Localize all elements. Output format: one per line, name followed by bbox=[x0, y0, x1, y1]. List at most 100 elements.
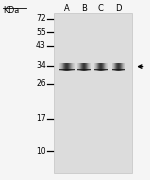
Bar bbox=[94, 69, 108, 70]
Bar bbox=[100, 63, 101, 71]
Bar bbox=[112, 69, 125, 70]
Bar bbox=[80, 63, 81, 71]
Bar bbox=[112, 69, 125, 70]
Bar bbox=[89, 63, 90, 71]
Bar bbox=[105, 63, 106, 71]
Bar bbox=[77, 69, 91, 70]
Bar bbox=[112, 69, 125, 70]
Bar bbox=[94, 63, 95, 71]
Bar bbox=[77, 70, 91, 71]
Bar bbox=[78, 63, 79, 71]
Bar bbox=[79, 63, 80, 71]
Text: 72: 72 bbox=[36, 14, 46, 23]
Bar bbox=[70, 63, 71, 71]
Text: 34: 34 bbox=[36, 61, 46, 70]
Text: 17: 17 bbox=[36, 114, 46, 123]
Bar bbox=[59, 69, 75, 70]
Bar bbox=[73, 63, 74, 71]
Bar bbox=[77, 69, 91, 70]
Bar bbox=[77, 63, 78, 71]
Bar bbox=[59, 69, 75, 70]
Bar bbox=[112, 69, 125, 70]
Bar bbox=[82, 63, 83, 71]
Bar bbox=[97, 63, 98, 71]
Bar bbox=[68, 63, 69, 71]
Bar bbox=[59, 70, 75, 71]
Bar bbox=[94, 69, 108, 70]
Bar bbox=[90, 63, 91, 71]
Bar bbox=[112, 70, 125, 71]
Text: 43: 43 bbox=[36, 41, 46, 50]
Bar bbox=[77, 69, 91, 70]
Bar bbox=[96, 63, 97, 71]
Bar bbox=[59, 69, 75, 70]
Bar bbox=[102, 63, 103, 71]
Bar bbox=[113, 63, 114, 71]
Bar bbox=[84, 63, 85, 71]
Bar bbox=[59, 70, 75, 71]
Bar bbox=[99, 63, 100, 71]
Bar bbox=[124, 63, 125, 71]
Bar bbox=[94, 69, 108, 70]
Bar bbox=[112, 63, 113, 71]
Bar bbox=[67, 63, 68, 71]
Bar bbox=[123, 63, 124, 71]
Bar bbox=[77, 69, 91, 70]
Bar bbox=[59, 69, 75, 70]
Bar bbox=[77, 69, 91, 70]
Bar bbox=[100, 63, 101, 71]
Text: C: C bbox=[98, 4, 104, 13]
Bar bbox=[106, 63, 107, 71]
Bar bbox=[61, 63, 62, 71]
Bar bbox=[120, 63, 121, 71]
Bar bbox=[87, 63, 88, 71]
Text: 26: 26 bbox=[36, 79, 46, 88]
Bar bbox=[94, 69, 108, 70]
Bar bbox=[107, 63, 108, 71]
Bar bbox=[119, 63, 120, 71]
Bar bbox=[77, 70, 91, 71]
Bar bbox=[66, 63, 67, 71]
Bar bbox=[121, 63, 122, 71]
Bar bbox=[98, 63, 99, 71]
Bar bbox=[62, 63, 63, 71]
Bar bbox=[83, 63, 84, 71]
Bar bbox=[65, 63, 66, 71]
Bar bbox=[104, 63, 105, 71]
Text: KDa: KDa bbox=[3, 6, 19, 15]
Bar bbox=[69, 63, 70, 71]
Text: D: D bbox=[115, 4, 122, 13]
Bar bbox=[59, 69, 75, 70]
Bar bbox=[114, 63, 115, 71]
Bar bbox=[103, 63, 104, 71]
Bar bbox=[85, 63, 86, 71]
Bar bbox=[101, 63, 102, 71]
Bar bbox=[94, 70, 108, 71]
Text: B: B bbox=[81, 4, 87, 13]
Bar bbox=[59, 69, 75, 70]
Bar bbox=[59, 69, 75, 70]
Text: 10: 10 bbox=[36, 147, 46, 156]
Bar bbox=[94, 70, 108, 71]
Bar bbox=[94, 69, 108, 70]
Text: A: A bbox=[64, 4, 70, 13]
Bar bbox=[116, 63, 117, 71]
Bar bbox=[112, 69, 125, 70]
Bar bbox=[112, 69, 125, 70]
Bar bbox=[122, 63, 123, 71]
Bar bbox=[82, 63, 83, 71]
Bar bbox=[85, 63, 86, 71]
Bar bbox=[112, 70, 125, 71]
Bar bbox=[72, 63, 73, 71]
Bar bbox=[103, 63, 104, 71]
Bar bbox=[94, 69, 108, 70]
Bar bbox=[64, 63, 65, 71]
Bar bbox=[54, 13, 132, 173]
Bar bbox=[77, 69, 91, 70]
Bar bbox=[74, 63, 75, 71]
Bar bbox=[118, 63, 119, 71]
Bar bbox=[95, 63, 96, 71]
Bar bbox=[86, 63, 87, 71]
Bar bbox=[115, 63, 116, 71]
Bar bbox=[94, 69, 108, 70]
